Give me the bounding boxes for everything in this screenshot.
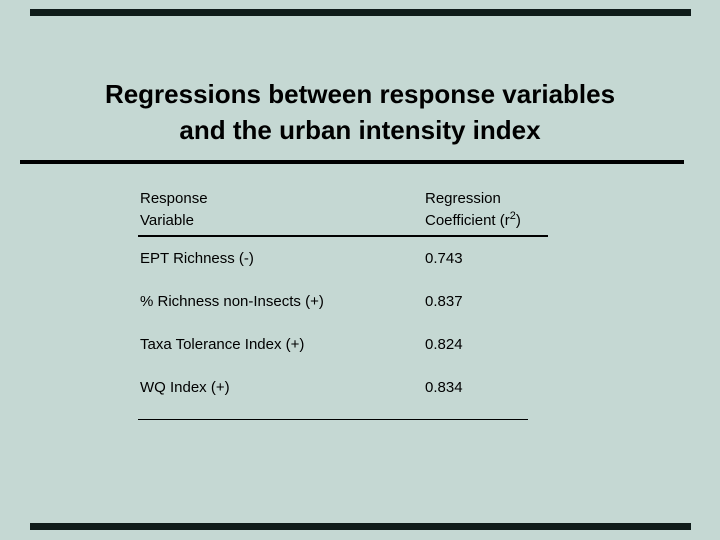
table-bottom-rule: [138, 419, 528, 420]
bottom-accent-bar: [30, 523, 691, 530]
header-coefficient-prefix: Coefficient (r: [425, 212, 510, 229]
table-header-row: Response Variable Regression Coefficient…: [140, 188, 560, 232]
column-header-response-variable: Response Variable: [140, 188, 425, 232]
row-variable: Taxa Tolerance Index (+): [140, 336, 305, 353]
header-response: Response: [140, 190, 208, 207]
row-coefficient: 0.837: [425, 293, 463, 310]
row-variable: WQ Index (+): [140, 379, 230, 396]
row-coefficient: 0.834: [425, 379, 463, 396]
table-row: WQ Index (+) 0.834: [140, 378, 560, 398]
regression-table: Response Variable Regression Coefficient…: [138, 188, 560, 420]
row-variable: % Richness non-Insects (+): [140, 293, 324, 310]
top-accent-bar: [30, 9, 691, 16]
header-coefficient-suffix: ): [515, 212, 521, 229]
column-header-regression-coefficient: Regression Coefficient (r2): [425, 188, 560, 232]
row-variable: EPT Richness (-): [140, 250, 254, 267]
table-row: % Richness non-Insects (+) 0.837: [140, 292, 560, 312]
header-variable: Variable: [140, 212, 194, 229]
header-coefficient-superscript: 2: [509, 210, 516, 222]
table-row: EPT Richness (-) 0.743: [140, 249, 560, 269]
table-header-rule: [138, 235, 548, 237]
page-title-line1: Regressions between response variables: [104, 79, 616, 109]
page-title: Regressions between response variables a…: [0, 76, 720, 148]
header-coefficient: Coefficient (r2): [425, 210, 560, 232]
row-coefficient: 0.824: [425, 336, 463, 353]
title-divider-rule: [20, 160, 684, 164]
table-row: Taxa Tolerance Index (+) 0.824: [140, 335, 560, 355]
page-title-line2: and the urban intensity index: [179, 115, 541, 145]
row-coefficient: 0.743: [425, 250, 463, 267]
header-regression: Regression: [425, 190, 501, 207]
